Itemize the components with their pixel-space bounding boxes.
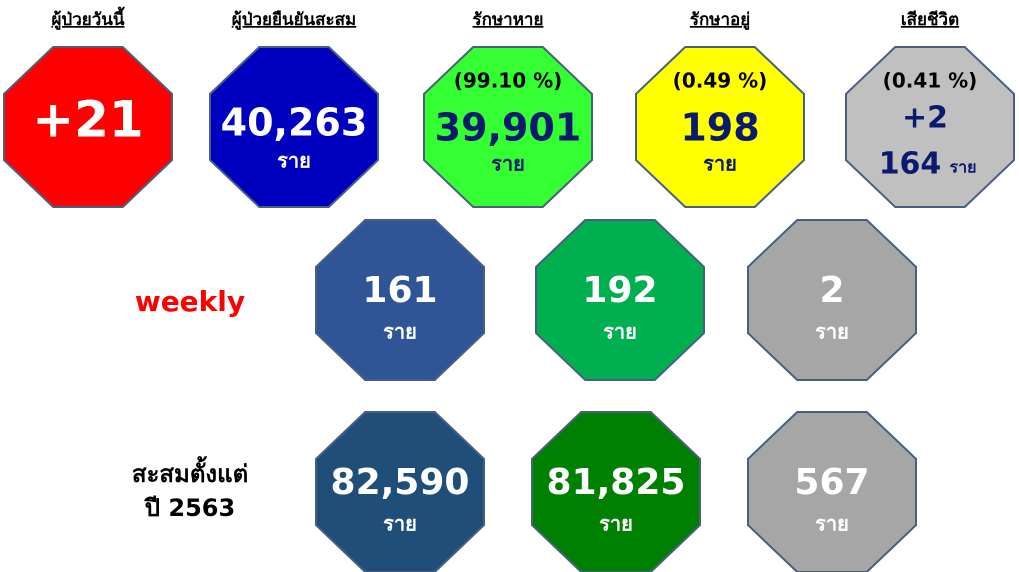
value: 192: [582, 270, 657, 311]
unit: ราย: [277, 149, 311, 173]
value: 82,590: [331, 462, 470, 503]
value: 161: [362, 270, 437, 311]
percent: (0.49 %): [673, 69, 768, 93]
unit: ราย: [383, 512, 417, 536]
unit: ราย: [815, 320, 849, 344]
octagon: [635, 46, 805, 208]
row-label: ปี 2563: [144, 494, 236, 522]
unit: ราย: [950, 158, 977, 177]
value: 81,825: [547, 462, 686, 503]
row-label: weekly: [135, 285, 245, 318]
header: รักษาอยู่: [690, 10, 750, 31]
value: 2: [819, 270, 844, 311]
octagon: [845, 46, 1015, 208]
row-label: สะสมตั้งแต่: [132, 455, 248, 488]
octagon: [315, 219, 485, 381]
unit: ราย: [383, 320, 417, 344]
unit: ราย: [703, 152, 737, 176]
header: ผู้ป่วยวันนี้: [51, 6, 124, 31]
value: 40,263: [221, 101, 368, 145]
octagon: [3, 46, 173, 208]
percent: (99.10 %): [454, 69, 563, 93]
unit: ราย: [491, 152, 525, 176]
octagon: [747, 219, 917, 381]
octagon: [423, 46, 593, 208]
octagon: [315, 411, 485, 572]
octagon: [535, 219, 705, 381]
header: เสียชีวิต: [901, 9, 959, 30]
value: 164: [879, 147, 942, 182]
change: +2: [902, 101, 948, 136]
octagon: [747, 411, 917, 572]
octagon: [209, 46, 379, 208]
header: รักษาหาย: [473, 10, 544, 30]
unit: ราย: [815, 512, 849, 536]
value: +21: [32, 91, 143, 149]
header: ผู้ป่วยยืนยันสะสม: [232, 9, 357, 31]
unit: ราย: [603, 320, 637, 344]
percent: (0.41 %): [883, 69, 978, 93]
value: 39,901: [435, 106, 582, 150]
octagon: [531, 411, 701, 572]
value: 567: [794, 462, 869, 503]
unit: ราย: [599, 512, 633, 536]
value: 198: [680, 106, 759, 150]
